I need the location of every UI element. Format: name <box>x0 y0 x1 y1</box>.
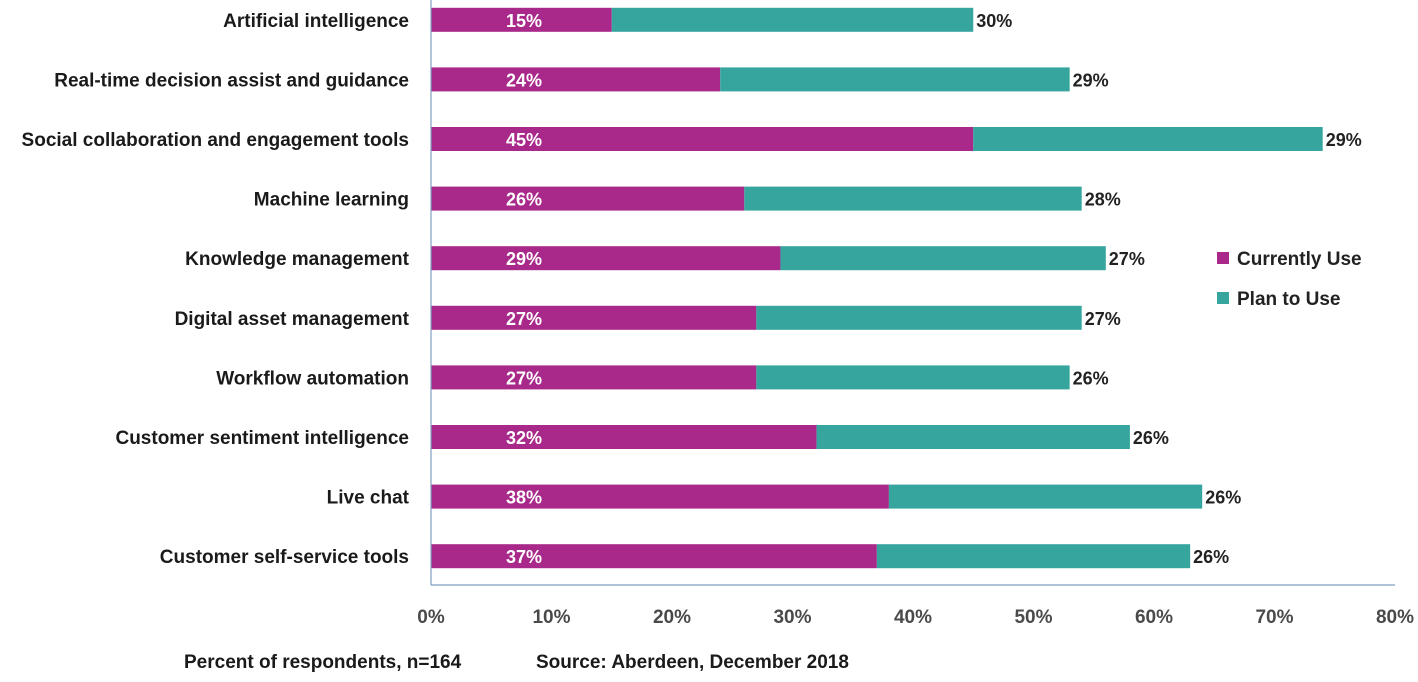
bar-plan-to-use <box>611 7 974 32</box>
data-label-plan-to-use: 27% <box>1085 309 1121 329</box>
data-label-plan-to-use: 26% <box>1205 488 1241 508</box>
bar-currently-use <box>431 365 757 390</box>
bar-plan-to-use <box>816 425 1130 449</box>
data-label-currently-use: 27% <box>506 309 542 329</box>
data-label-currently-use: 37% <box>506 547 542 567</box>
bar-currently-use <box>431 544 877 569</box>
bar-currently-use <box>431 186 745 211</box>
legend-label: Currently Use <box>1237 249 1362 270</box>
data-label-plan-to-use: 26% <box>1133 428 1169 448</box>
data-label-currently-use: 27% <box>506 368 542 388</box>
bar-currently-use <box>431 305 757 330</box>
category-label: Knowledge management <box>185 249 409 270</box>
bars-group: 15% 30% 24% 29% 45% 29% 26% 28% 29% 27% 27% 27% 27% 2… <box>431 7 1362 569</box>
legend-label: Plan to Use <box>1237 289 1340 310</box>
respondents-note: Percent of respondents, n=164 <box>184 652 462 673</box>
bar-currently-use <box>431 67 721 92</box>
category-label: Customer self-service tools <box>160 547 409 568</box>
x-tick-label: 20% <box>653 607 691 628</box>
bar-plan-to-use <box>756 305 1082 330</box>
data-label-plan-to-use: 26% <box>1193 547 1229 567</box>
category-label: Live chat <box>327 488 410 509</box>
category-label: Artificial intelligence <box>223 11 409 32</box>
bar-currently-use <box>431 425 817 449</box>
data-label-plan-to-use: 27% <box>1109 249 1145 269</box>
data-label-currently-use: 29% <box>506 249 542 269</box>
source-note: Source: Aberdeen, December 2018 <box>536 652 849 673</box>
category-labels: Artificial intelligence Real-time decisio… <box>22 11 410 568</box>
data-label-currently-use: 26% <box>506 190 542 210</box>
data-label-plan-to-use: 26% <box>1073 368 1109 388</box>
axes-group: 0% 10% 20% 30% 40% 50% 60% 70% 80% <box>417 0 1414 628</box>
category-label: Digital asset management <box>175 309 410 330</box>
bar-currently-use <box>431 7 612 32</box>
category-label: Customer sentiment intelligence <box>115 428 409 449</box>
data-label-currently-use: 45% <box>506 130 542 150</box>
category-label: Social collaboration and engagement tool… <box>22 130 409 151</box>
data-label-plan-to-use: 29% <box>1073 70 1109 90</box>
data-label-plan-to-use: 30% <box>976 11 1012 31</box>
x-tick-label: 10% <box>532 607 570 628</box>
x-tick-label: 80% <box>1376 607 1414 628</box>
data-label-currently-use: 38% <box>506 488 542 508</box>
x-tick-label: 60% <box>1135 607 1173 628</box>
bar-currently-use <box>431 484 889 509</box>
bar-plan-to-use <box>780 246 1106 271</box>
category-label: Machine learning <box>254 190 409 211</box>
bar-plan-to-use <box>973 127 1323 151</box>
x-tick-label: 40% <box>894 607 932 628</box>
bar-plan-to-use <box>756 365 1070 390</box>
bar-plan-to-use <box>876 544 1191 569</box>
bar-plan-to-use <box>720 67 1070 92</box>
x-tick-label: 0% <box>417 607 445 628</box>
bar-currently-use <box>431 127 974 151</box>
data-label-plan-to-use: 29% <box>1326 130 1362 150</box>
bar-plan-to-use <box>888 484 1203 509</box>
data-label-currently-use: 32% <box>506 428 542 448</box>
data-label-currently-use: 15% <box>506 11 542 31</box>
legend: Currently Use Plan to Use <box>1217 249 1362 310</box>
x-tick-label: 30% <box>773 607 811 628</box>
data-label-plan-to-use: 28% <box>1085 190 1121 210</box>
category-label: Real-time decision assist and guidance <box>54 70 409 91</box>
data-label-currently-use: 24% <box>506 70 542 90</box>
bar-currently-use <box>431 246 781 271</box>
category-label: Workflow automation <box>216 368 409 389</box>
bar-plan-to-use <box>744 186 1082 211</box>
legend-swatch <box>1217 252 1229 264</box>
x-tick-label: 50% <box>1014 607 1052 628</box>
x-tick-label: 70% <box>1255 607 1293 628</box>
legend-swatch <box>1217 292 1229 304</box>
